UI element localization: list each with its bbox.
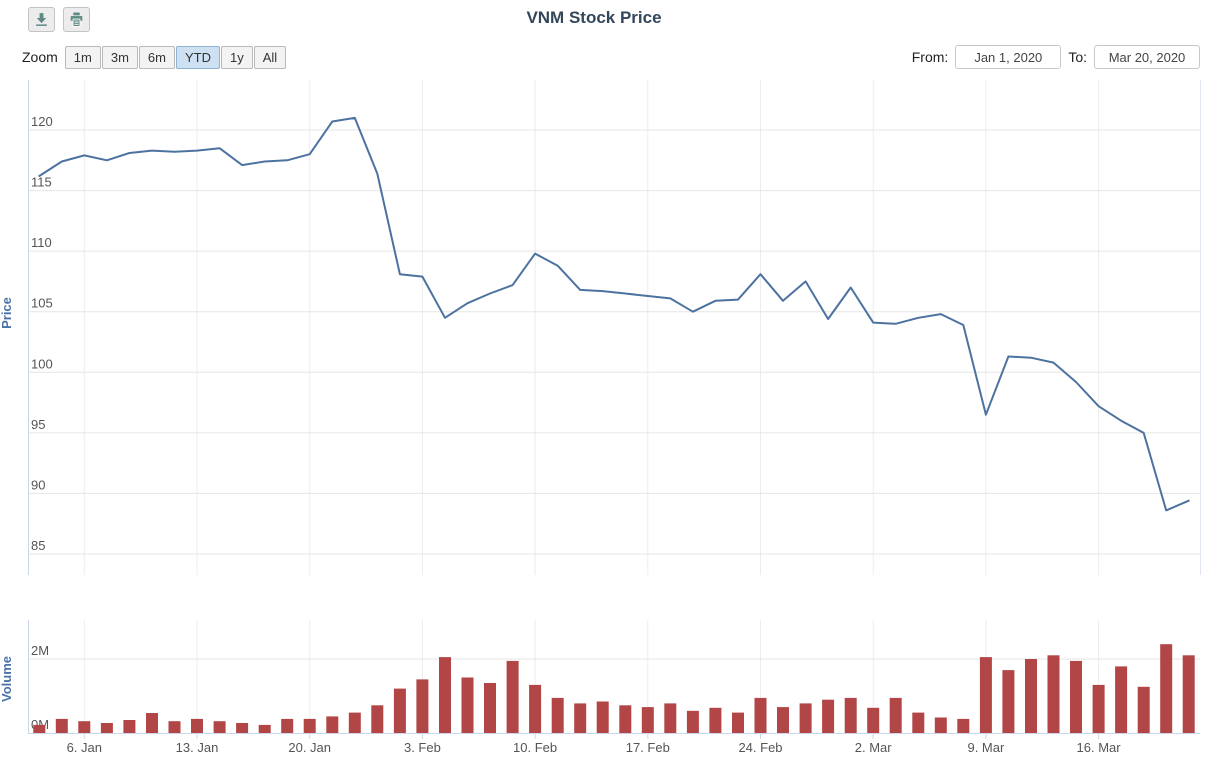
date-range: From: To: (912, 45, 1200, 69)
price-axis-label: 85 (31, 538, 45, 553)
zoom-button-1m[interactable]: 1m (64, 45, 101, 69)
volume-bar (461, 677, 474, 733)
volume-bar (393, 688, 406, 733)
volume-bar (1070, 660, 1082, 733)
volume-bar (281, 718, 294, 733)
x-axis-label: 3. Feb (404, 740, 441, 755)
volume-bar (1002, 670, 1015, 733)
volume-bar (371, 705, 384, 734)
volume-bar (867, 707, 880, 733)
volume-bar (1182, 655, 1195, 733)
price-axis-label: 95 (31, 417, 45, 432)
volume-bar (78, 721, 91, 733)
volume-bar (551, 697, 564, 733)
zoom-button-6m[interactable]: 6m (138, 45, 175, 69)
zoom-button-3m[interactable]: 3m (101, 45, 138, 69)
volume-bar (326, 716, 339, 733)
x-axis-label: 13. Jan (176, 740, 219, 755)
volume-bar (619, 705, 632, 734)
volume-bar (55, 718, 68, 733)
volume-bar (957, 718, 970, 733)
x-axis-label: 10. Feb (513, 740, 557, 755)
price-axis-label: 90 (31, 477, 45, 492)
volume-bar (889, 697, 902, 733)
zoom-button-ytd[interactable]: YTD (175, 45, 220, 69)
chart-title: VNM Stock Price (526, 8, 662, 27)
volume-bar (348, 712, 361, 733)
x-axis-label: 9. Mar (967, 740, 1005, 755)
to-date-input[interactable] (1094, 45, 1200, 69)
print-icon (69, 12, 84, 27)
volume-bar (33, 724, 46, 733)
volume-bar (686, 710, 699, 733)
volume-bar (1047, 655, 1060, 733)
download-icon (34, 12, 49, 27)
volume-bar (416, 679, 429, 733)
volume-bar (574, 703, 587, 733)
volume-bar (123, 720, 136, 733)
x-axis-label: 20. Jan (288, 740, 331, 755)
volume-bar (191, 718, 203, 733)
x-axis-label: 6. Jan (67, 740, 102, 755)
price-axis-label: 110 (31, 235, 52, 250)
zoom-button-all[interactable]: All (253, 45, 287, 69)
volume-bar (596, 701, 609, 733)
volume-bar (506, 660, 519, 733)
from-label: From: (911, 49, 949, 65)
volume-bar (822, 699, 835, 733)
zoom-label: Zoom (22, 49, 58, 65)
price-axis-label: 100 (31, 356, 53, 371)
price-axis-title: Price (0, 297, 14, 329)
volume-bar (777, 707, 789, 733)
x-axis-label: 24. Feb (738, 740, 782, 755)
x-axis-label: 17. Feb (626, 740, 670, 755)
volume-bar (1025, 659, 1037, 733)
export-toolbar (28, 7, 90, 32)
volume-axis-title: Volume (0, 656, 14, 702)
volume-bar (912, 712, 925, 733)
volume-bar (168, 721, 181, 733)
volume-bar (1160, 644, 1173, 733)
x-axis-label: 16. Mar (1077, 740, 1122, 755)
volume-bar (799, 703, 812, 733)
volume-bar (844, 697, 857, 733)
volume-bar (258, 724, 271, 733)
from-date-input[interactable] (955, 45, 1062, 69)
volume-bar (1115, 666, 1128, 733)
print-button[interactable] (63, 7, 90, 32)
zoom-buttons: 1m 3m 6m YTD 1y All (64, 45, 287, 69)
x-axis-label: 2. Mar (855, 740, 893, 755)
to-label: To: (1068, 49, 1087, 65)
volume-bar (732, 712, 744, 733)
volume-bar (236, 723, 249, 733)
volume-bar (641, 707, 654, 733)
volume-bar (664, 703, 677, 733)
price-axis-label: 115 (31, 175, 52, 190)
volume-bar (100, 723, 113, 733)
volume-bar (1092, 684, 1105, 733)
volume-bar (979, 657, 992, 733)
volume-bar (484, 683, 496, 733)
price-axis-label: 105 (31, 296, 53, 311)
volume-axis-label: 2M (31, 643, 49, 658)
volume-bar (1137, 686, 1150, 734)
volume-bar (303, 718, 316, 733)
volume-bar (529, 684, 542, 733)
volume-bar (439, 657, 451, 733)
volume-bar (709, 707, 722, 733)
volume-bar (213, 721, 226, 733)
price-axis-label: 120 (31, 114, 53, 129)
volume-bar (146, 713, 158, 733)
download-button[interactable] (28, 7, 55, 32)
zoom-button-1y[interactable]: 1y (220, 45, 253, 69)
volume-bar (934, 717, 947, 733)
volume-bar (754, 697, 767, 733)
price-line-series (38, 116, 1190, 512)
